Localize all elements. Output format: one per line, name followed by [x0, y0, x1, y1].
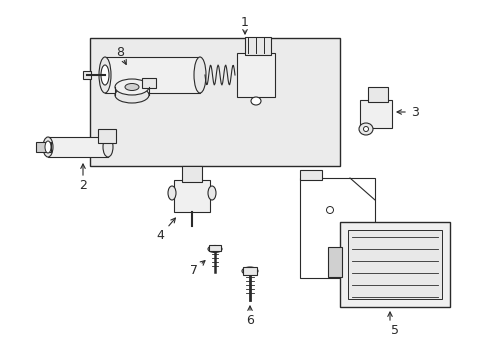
Bar: [208, 245, 221, 251]
Ellipse shape: [242, 267, 258, 275]
Ellipse shape: [115, 87, 149, 103]
Bar: [339, 222, 449, 307]
Text: 3: 3: [410, 105, 418, 118]
Ellipse shape: [250, 97, 261, 105]
Bar: [243, 267, 257, 275]
Bar: [182, 166, 202, 182]
Bar: [48, 137, 108, 157]
Bar: [237, 53, 274, 97]
Bar: [36, 142, 51, 152]
Bar: [142, 78, 156, 88]
Ellipse shape: [326, 207, 333, 213]
Bar: [327, 247, 341, 277]
Ellipse shape: [358, 123, 372, 135]
Ellipse shape: [125, 84, 139, 90]
Ellipse shape: [45, 141, 51, 153]
Ellipse shape: [363, 126, 368, 131]
Bar: [244, 37, 270, 55]
Bar: [90, 38, 339, 166]
Ellipse shape: [101, 65, 109, 85]
Bar: [105, 57, 200, 93]
Ellipse shape: [115, 79, 149, 95]
Bar: [367, 87, 387, 102]
Bar: [98, 129, 116, 143]
Ellipse shape: [99, 57, 111, 93]
Text: 7: 7: [190, 264, 198, 276]
Text: 5: 5: [390, 324, 398, 337]
Text: 4: 4: [156, 229, 163, 242]
Text: 1: 1: [241, 15, 248, 28]
Ellipse shape: [207, 186, 216, 200]
Ellipse shape: [168, 186, 176, 200]
Text: 8: 8: [116, 45, 124, 59]
Bar: [299, 170, 321, 180]
Ellipse shape: [103, 137, 113, 157]
Ellipse shape: [43, 137, 53, 157]
Text: 6: 6: [245, 314, 253, 327]
Ellipse shape: [194, 57, 205, 93]
Bar: [347, 230, 441, 299]
Bar: [83, 71, 91, 79]
Text: 2: 2: [79, 179, 87, 192]
Bar: [359, 100, 391, 128]
Ellipse shape: [207, 246, 222, 252]
Bar: [174, 180, 209, 212]
